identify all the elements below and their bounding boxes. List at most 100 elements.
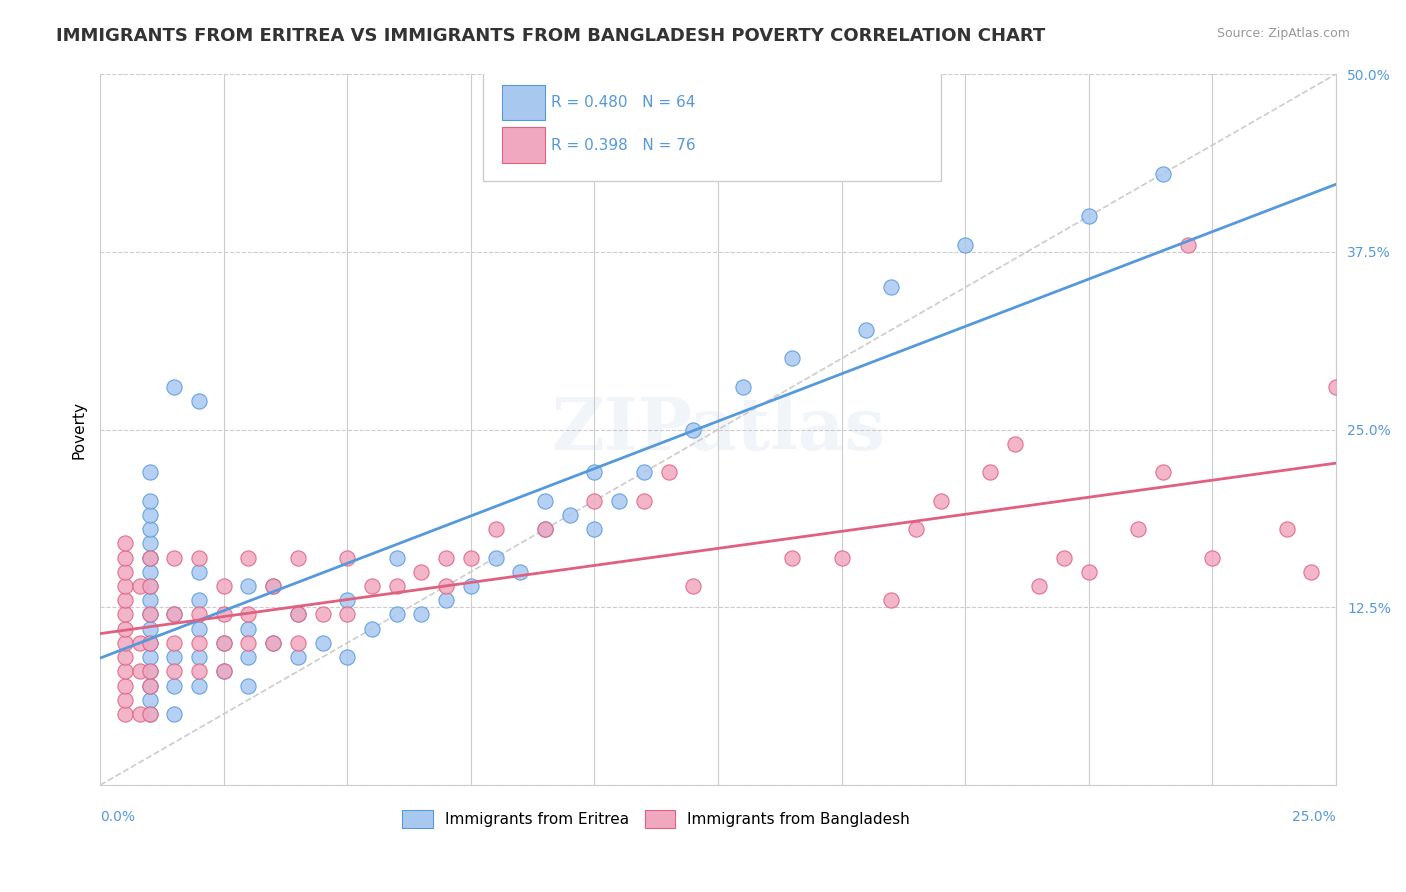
Point (682, 579, 704, 593)
Point (163, 607, 186, 622)
Point (188, 565, 211, 579)
Point (336, 550, 359, 565)
Point (138, 665, 160, 679)
Point (138, 550, 160, 565)
Point (138, 665, 160, 679)
Point (238, 650, 260, 665)
Point (238, 550, 260, 565)
Point (558, 508, 581, 522)
Point (411, 565, 433, 579)
Point (114, 636, 136, 650)
Point (1077, 209, 1099, 223)
Point (212, 636, 235, 650)
Point (287, 636, 309, 650)
Point (138, 636, 160, 650)
Point (188, 650, 211, 665)
Point (955, 237, 977, 252)
Y-axis label: Poverty: Poverty (72, 401, 86, 458)
Point (1077, 565, 1099, 579)
Point (212, 607, 235, 622)
Point (262, 579, 284, 593)
Point (262, 636, 284, 650)
Point (138, 679, 160, 693)
Point (831, 550, 853, 565)
Point (238, 622, 260, 636)
Point (114, 650, 136, 665)
Point (138, 679, 160, 693)
Point (212, 636, 235, 650)
Point (311, 636, 333, 650)
Point (509, 565, 531, 579)
Point (163, 650, 186, 665)
Point (682, 423, 704, 437)
Point (138, 493, 160, 508)
Point (484, 522, 506, 536)
Point (583, 493, 606, 508)
Point (336, 607, 359, 622)
Point (163, 706, 186, 721)
Point (1275, 522, 1298, 536)
Point (212, 665, 235, 679)
Point (484, 550, 506, 565)
Point (188, 679, 211, 693)
Point (114, 536, 136, 550)
Point (163, 607, 186, 622)
Text: IMMIGRANTS FROM ERITREA VS IMMIGRANTS FROM BANGLADESH POVERTY CORRELATION CHART: IMMIGRANTS FROM ERITREA VS IMMIGRANTS FR… (56, 27, 1046, 45)
Point (138, 593, 160, 607)
Point (212, 665, 235, 679)
Point (780, 351, 803, 366)
Point (163, 636, 186, 650)
Point (188, 593, 211, 607)
Point (138, 650, 160, 665)
Point (287, 550, 309, 565)
Point (188, 607, 211, 622)
Point (238, 636, 260, 650)
Point (880, 593, 903, 607)
Point (114, 579, 136, 593)
FancyBboxPatch shape (502, 128, 546, 163)
Point (163, 380, 186, 394)
Point (855, 323, 877, 337)
Point (1324, 380, 1347, 394)
Legend: Immigrants from Eritrea, Immigrants from Bangladesh: Immigrants from Eritrea, Immigrants from… (396, 804, 917, 834)
Point (434, 593, 457, 607)
Text: Source: ZipAtlas.com: Source: ZipAtlas.com (1216, 27, 1350, 40)
Point (138, 692, 160, 706)
Point (138, 607, 160, 622)
Point (188, 665, 211, 679)
Point (534, 522, 557, 536)
Point (128, 579, 150, 593)
Point (929, 493, 952, 508)
Point (138, 465, 160, 479)
Point (138, 508, 160, 522)
Point (336, 650, 359, 665)
Point (188, 550, 211, 565)
Point (411, 607, 433, 622)
Point (114, 679, 136, 693)
Point (780, 550, 803, 565)
Point (262, 579, 284, 593)
Point (138, 607, 160, 622)
Point (114, 607, 136, 622)
Point (633, 465, 655, 479)
Point (138, 550, 160, 565)
Point (138, 579, 160, 593)
Text: R = 0.398   N = 76: R = 0.398 N = 76 (551, 137, 696, 153)
Point (114, 665, 136, 679)
Point (287, 650, 309, 665)
Point (138, 706, 160, 721)
Point (163, 679, 186, 693)
Point (1177, 237, 1199, 252)
Point (238, 607, 260, 622)
Point (361, 622, 384, 636)
Point (460, 550, 482, 565)
Point (114, 706, 136, 721)
Text: ZIPatlas: ZIPatlas (551, 394, 886, 465)
Point (534, 522, 557, 536)
Point (607, 493, 630, 508)
FancyBboxPatch shape (502, 85, 546, 120)
Point (114, 565, 136, 579)
Point (188, 622, 211, 636)
Point (188, 394, 211, 409)
Point (138, 565, 160, 579)
